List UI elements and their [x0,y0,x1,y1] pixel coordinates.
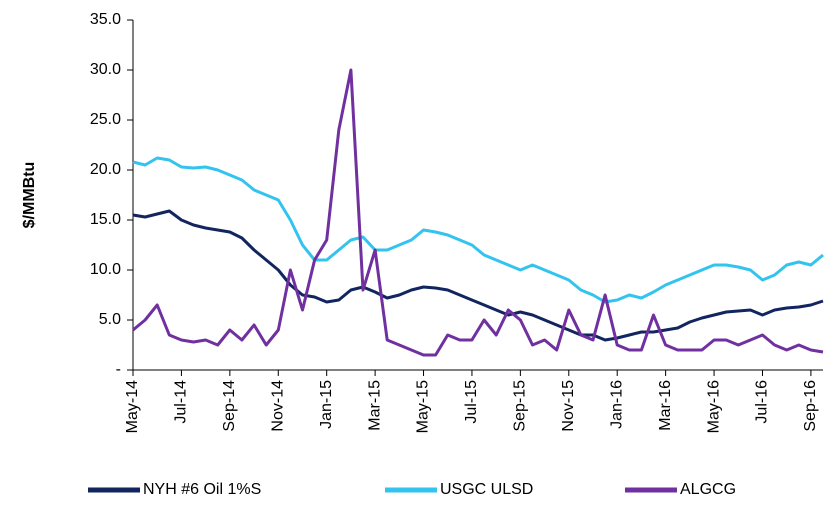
x-tick-label: Sep-14 [221,380,238,432]
x-tick-label: Jan-16 [608,380,625,429]
y-tick-label: 25.0 [90,111,121,128]
x-tick-label: Mar-15 [366,380,383,431]
x-tick-label: Jan-15 [318,380,335,429]
x-tick-label: Sep-16 [802,380,819,432]
x-tick-label: May-15 [415,380,432,433]
y-axis-title: $/MMBtu [21,162,38,229]
x-tick-label: Jul-16 [754,380,771,424]
y-tick-label: - [116,361,121,378]
series-line [132,156,824,304]
x-tick-label: Nov-15 [560,380,577,432]
x-tick-label: Sep-15 [512,380,529,432]
x-tick-label: Nov-14 [269,380,286,432]
x-tick-label: Jul-14 [173,380,190,424]
legend-label: ALGCG [680,481,736,498]
y-tick-label: 5.0 [99,311,121,328]
legend-label: USGC ULSD [440,481,533,498]
series-line [132,209,824,342]
series-line [132,68,824,357]
y-tick-label: 20.0 [90,161,121,178]
x-tick-label: Mar-16 [657,380,674,431]
y-tick-label: 10.0 [90,261,121,278]
x-tick-label: May-16 [705,380,722,433]
y-tick-label: 35.0 [90,11,121,28]
x-tick-label: Jul-15 [463,380,480,424]
x-tick-label: May-14 [124,380,141,433]
y-tick-label: 15.0 [90,211,121,228]
legend-label: NYH #6 Oil 1%S [143,481,261,498]
y-tick-label: 30.0 [90,61,121,78]
